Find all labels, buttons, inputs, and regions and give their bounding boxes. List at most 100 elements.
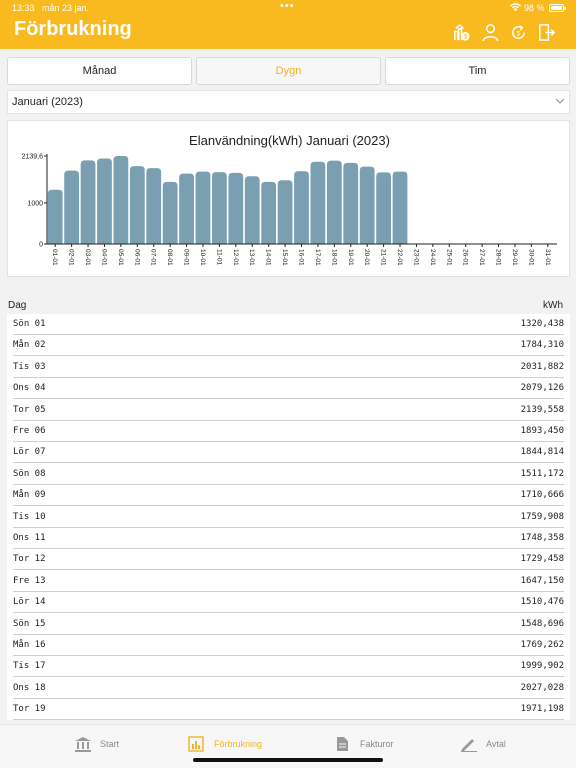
row-day: Tis 10: [13, 511, 46, 522]
x-tick-label: 20-01: [363, 249, 370, 266]
tab-tim[interactable]: Tim: [385, 57, 570, 85]
row-divider: [13, 462, 564, 464]
table-row: Tor 19 1971,198: [7, 699, 570, 720]
row-divider: [13, 569, 564, 571]
x-tick-label: 18-01: [330, 249, 337, 266]
row-kwh: 1844,814: [520, 447, 564, 458]
upload-document-icon[interactable]: $: [451, 22, 471, 42]
tabbar-item-start[interactable]: Start: [74, 734, 119, 754]
row-kwh: 1769,262: [520, 640, 564, 650]
row-divider: [13, 355, 564, 357]
bank-icon: [75, 737, 91, 752]
chart-bar: [343, 162, 359, 244]
row-divider: [13, 719, 564, 720]
row-kwh: 1510,476: [520, 597, 564, 608]
row-divider: [13, 526, 564, 528]
table-row: Lör 07 1844,814: [7, 442, 570, 464]
chart-bar: [244, 176, 260, 244]
status-time: 13:33: [12, 3, 35, 13]
chart-bar: [212, 172, 227, 244]
chart-bar: [80, 160, 96, 244]
status-date: mån 23 jan.: [42, 3, 90, 13]
x-tick-label: 22-01: [396, 249, 403, 266]
row-kwh: 1999,902: [520, 661, 564, 672]
table-row: Lör 14 1510,476: [7, 592, 570, 614]
row-kwh: 1784,310: [520, 340, 564, 351]
document-icon: [337, 737, 348, 751]
x-tick-label: 23-01: [412, 249, 419, 266]
row-kwh: 1748,358: [520, 533, 564, 543]
row-day: Ons 04: [13, 383, 46, 394]
chart-bar: [113, 156, 129, 244]
x-tick-label: 30-01: [527, 249, 534, 266]
tabbar-item-forbrukning[interactable]: Förbrukning: [188, 734, 262, 754]
chart-bar: [64, 170, 80, 244]
user-icon[interactable]: [480, 22, 500, 42]
tabbar-item-fakturor[interactable]: Fakturor: [334, 734, 394, 754]
page-title: Förbrukning: [14, 18, 132, 40]
row-day: Tor 12: [13, 554, 46, 565]
row-divider: [13, 633, 564, 635]
chart-bar: [392, 171, 408, 244]
table-row: Sön 08 1511,172: [7, 464, 570, 485]
row-day: Ons 18: [13, 682, 46, 693]
chart-bar: [146, 168, 162, 244]
row-kwh: 2139,558: [520, 404, 564, 415]
x-tick-label: 09-01: [183, 249, 190, 266]
table-row: Ons 04 2079,126: [7, 378, 570, 400]
row-kwh: 1710,666: [520, 490, 564, 501]
row-day: Fre 06: [13, 426, 46, 436]
x-tick-label: 29-01: [511, 249, 518, 266]
y-tick-label: 0: [39, 242, 43, 249]
row-day: Sön 08: [13, 468, 46, 479]
refresh-icon[interactable]: $: [508, 22, 528, 42]
svg-text:$: $: [516, 30, 520, 37]
table-row: Tis 03 2031,882: [7, 357, 570, 378]
table-row: Fre 06 1893,450: [7, 421, 570, 442]
tab-manad[interactable]: Månad: [7, 57, 192, 85]
multitask-dots[interactable]: •••: [280, 0, 295, 12]
battery-icon: [549, 4, 566, 12]
pen-icon: [461, 739, 477, 752]
row-day: Sön 01: [13, 319, 46, 329]
x-tick-label: 05-01: [117, 249, 124, 266]
tab-dygn[interactable]: Dygn: [196, 57, 381, 85]
row-day: Lör 07: [13, 447, 46, 458]
row-divider: [13, 697, 564, 699]
row-kwh: 1647,150: [520, 575, 564, 586]
chart-bar: [277, 180, 293, 244]
table-row: Ons 11 1748,358: [7, 528, 570, 549]
x-tick-label: 17-01: [314, 249, 321, 266]
x-tick-label: 31-01: [544, 249, 551, 266]
chart-bar: [97, 158, 112, 244]
month-select[interactable]: Januari (2023): [7, 90, 570, 114]
x-tick-label: 12-01: [232, 249, 239, 266]
row-day: Tor 05: [13, 404, 46, 415]
row-kwh: 1729,458: [520, 554, 564, 565]
row-divider: [13, 548, 564, 549]
x-tick-label: 06-01: [133, 249, 140, 266]
row-day: Fre 13: [13, 575, 46, 586]
y-tick-label: 1000: [27, 200, 43, 207]
row-divider: [13, 376, 564, 378]
chevron-down-icon: [555, 98, 565, 104]
row-kwh: 1548,696: [520, 618, 564, 629]
row-divider: [13, 483, 564, 485]
col-header-day: Dag: [8, 300, 27, 311]
x-tick-label: 13-01: [248, 249, 255, 266]
chart-bar: [195, 171, 211, 244]
table-row: Mån 16 1769,262: [7, 635, 570, 656]
chart-bar: [359, 166, 375, 244]
home-indicator: [193, 758, 383, 762]
logout-icon[interactable]: [536, 22, 556, 42]
x-tick-label: 15-01: [281, 249, 288, 266]
table-row: Fre 13 1647,150: [7, 571, 570, 592]
x-tick-label: 26-01: [462, 249, 469, 266]
table-row: Sön 01 1320,438: [7, 314, 570, 335]
x-tick-label: 16-01: [298, 249, 305, 266]
tabbar-item-avtal[interactable]: Avtal: [460, 734, 506, 754]
table-row: Mån 09 1710,666: [7, 485, 570, 507]
chart-bar: [228, 172, 244, 244]
row-kwh: 2031,882: [520, 361, 564, 372]
row-kwh: 1893,450: [520, 426, 564, 436]
